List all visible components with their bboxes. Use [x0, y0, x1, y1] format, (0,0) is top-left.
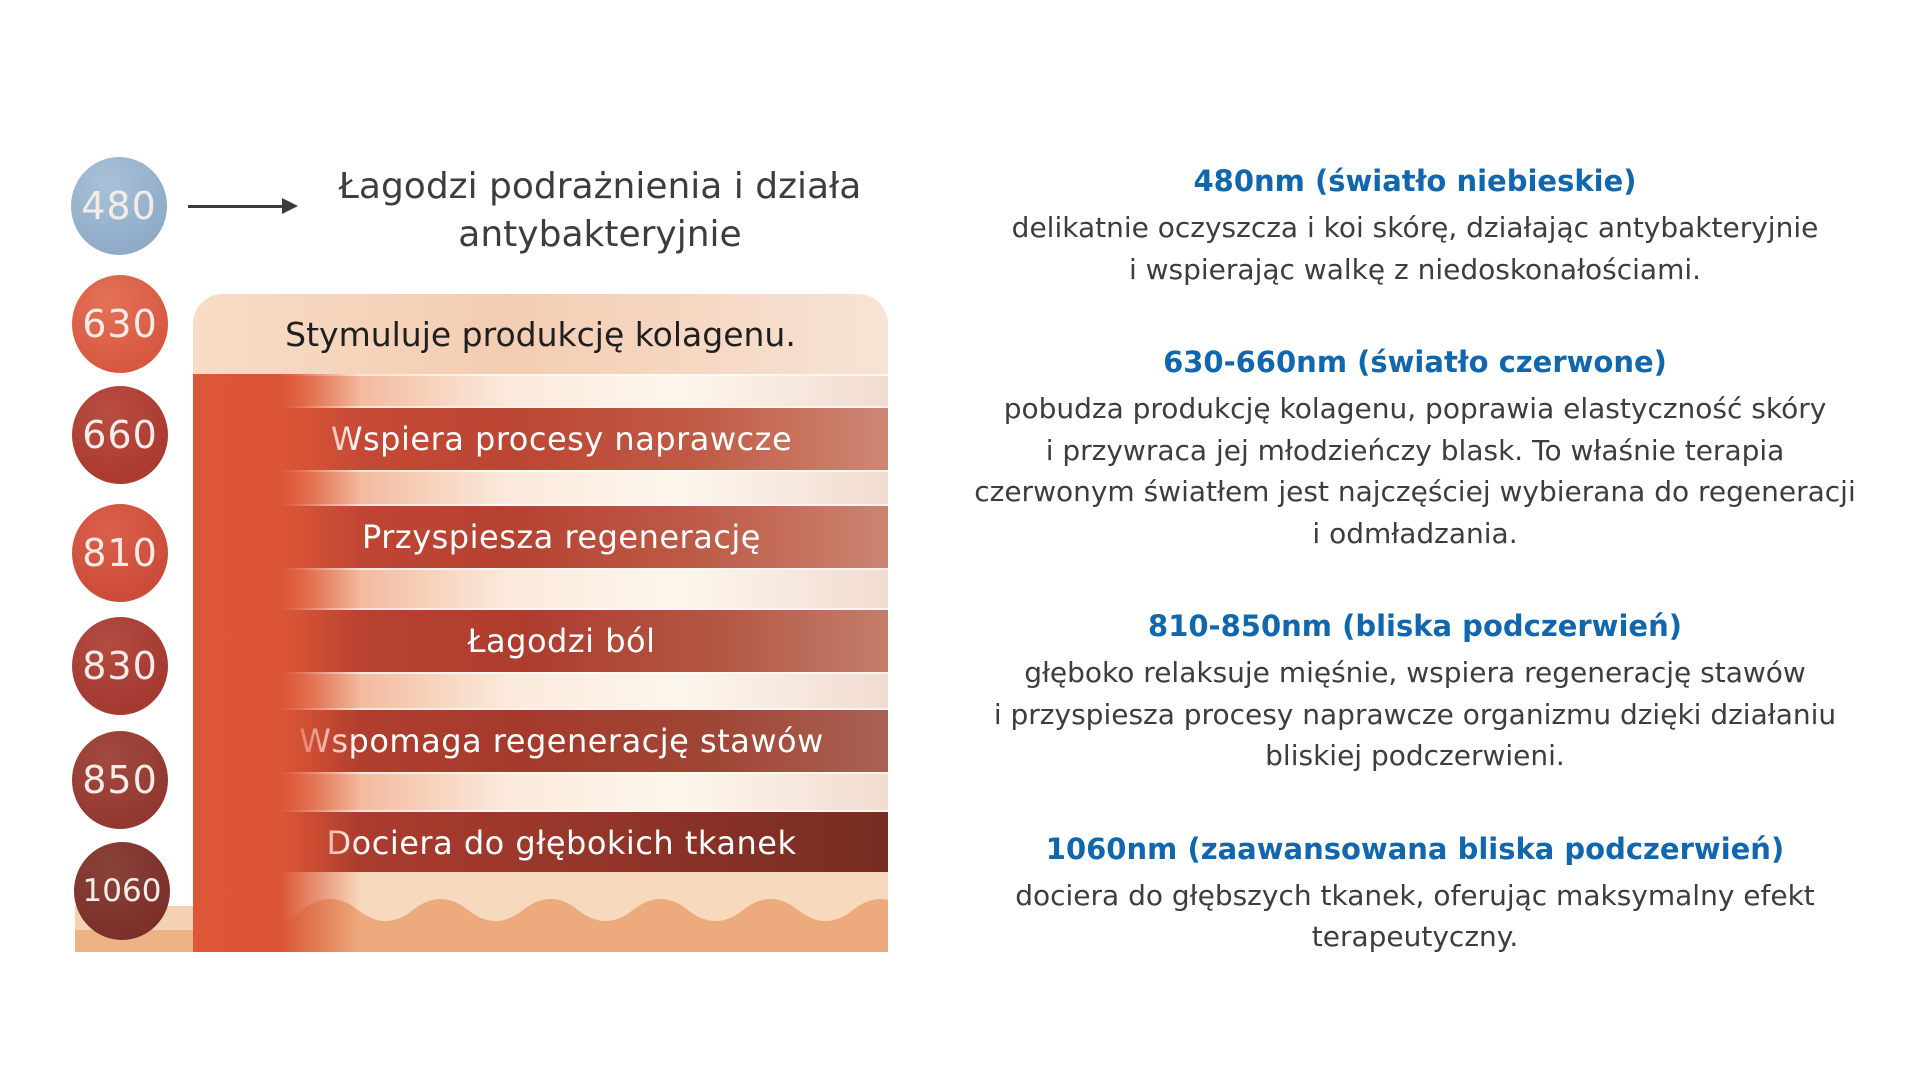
- section-810-850nm: 810-850nm (bliska podczerwień) głęboko r…: [915, 608, 1915, 777]
- section-480nm: 480nm (światło niebieskie) delikatnie oc…: [915, 163, 1915, 290]
- descriptions-column: 480nm (światło niebieskie) delikatnie oc…: [915, 163, 1915, 1012]
- section-body: dociera do głębszych tkanek, oferując ma…: [1015, 878, 1815, 954]
- layer-label: Wspiera procesy naprawcze: [330, 420, 793, 458]
- layer-label: Łagodzi ból: [467, 622, 656, 660]
- wavelength-value: 630: [82, 302, 158, 346]
- section-body: pobudza produkcję kolagenu, poprawia ela…: [974, 392, 1856, 550]
- layer-label: Przyspiesza regenerację: [362, 518, 761, 556]
- wavelength-value: 830: [82, 644, 158, 688]
- section-body: głęboko relaksuje mięśnie, wspiera regen…: [993, 656, 1837, 773]
- section-heading: 630-660nm (światło czerwone): [1163, 345, 1667, 380]
- section-heading: 810-850nm (bliska podczerwień): [1148, 609, 1682, 644]
- wavelength-circle-660: 660: [72, 386, 168, 484]
- epidermis-label: Stymuluje produkcję kolagenu.: [285, 314, 796, 354]
- wavelength-circle-630: 630: [72, 275, 168, 373]
- wavelength-circle-1060: 1060: [74, 842, 170, 940]
- section-heading: 1060nm (zaawansowana bliska podczerwień): [1045, 831, 1785, 866]
- arrow-right-icon: [282, 198, 298, 214]
- wavelength-circle-810: 810: [72, 504, 168, 602]
- wavelength-value: 1060: [82, 873, 162, 909]
- wavelength-value: 480: [81, 184, 157, 228]
- layer-label: Wspomaga regenerację stawów: [299, 722, 824, 760]
- section-heading: 480nm (światło niebieskie): [1193, 164, 1637, 198]
- skin-layer-epidermis: Stymuluje produkcję kolagenu.: [193, 294, 888, 374]
- wavelength-circle-480: 480: [71, 157, 167, 255]
- section-1060nm: 1060nm (zaawansowana bliska podczerwień)…: [915, 831, 1915, 958]
- dermis-orange-strip: [193, 374, 361, 952]
- blue-light-benefit-label: Łagodzi podrażnienia i działa antybakter…: [338, 166, 862, 255]
- wavelength-value: 810: [82, 531, 158, 575]
- layer-label: Dociera do głębokich tkanek: [326, 824, 797, 862]
- wavelength-value: 660: [82, 413, 158, 457]
- section-body: delikatnie oczyszcza i koi skórę, działa…: [1011, 211, 1819, 286]
- wavelength-value: 850: [82, 758, 158, 802]
- wavelength-circle-830: 830: [72, 617, 168, 715]
- wavelength-circle-850: 850: [72, 731, 168, 829]
- arrow-line: [188, 205, 284, 208]
- section-630-660nm: 630-660nm (światło czerwone) pobudza pro…: [915, 344, 1915, 554]
